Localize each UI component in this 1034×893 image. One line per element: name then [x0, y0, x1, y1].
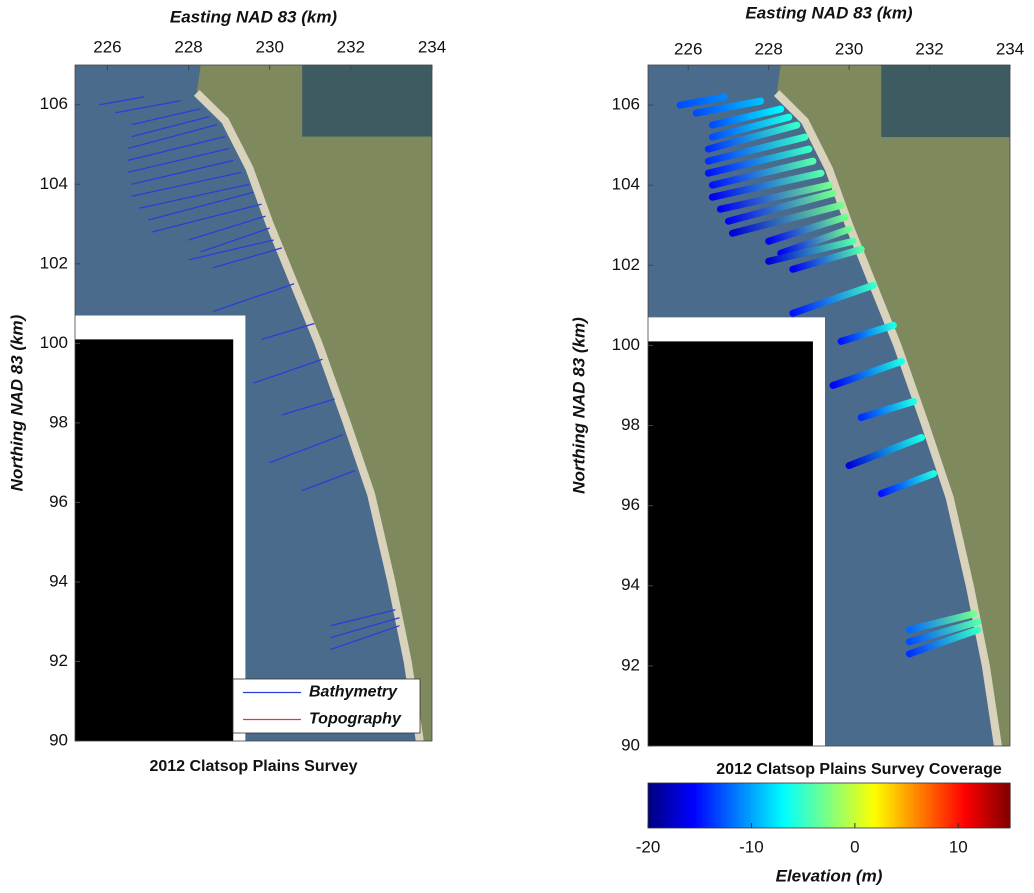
- estuary: [881, 65, 1010, 137]
- y-tick-label: 96: [621, 495, 640, 514]
- y-axis-title: Northing NAD 83 (km): [569, 317, 588, 494]
- colorbar-tick-label: -10: [739, 837, 764, 856]
- y-tick-label: 90: [621, 735, 640, 754]
- x-tick-label: 232: [915, 39, 943, 58]
- map-area: [75, 65, 432, 741]
- legend-label: Bathymetry: [309, 684, 398, 701]
- y-tick-label: 98: [49, 412, 68, 431]
- chart-title: 2012 Clatsop Plains Survey: [149, 758, 357, 775]
- y-tick-label: 100: [612, 335, 640, 354]
- x-axis-title: Easting NAD 83 (km): [745, 3, 913, 22]
- map-area: [648, 65, 1010, 746]
- colorbar-tick-label: 10: [949, 837, 968, 856]
- legend-label: Topography: [309, 711, 402, 728]
- y-tick-label: 92: [621, 655, 640, 674]
- y-tick-label: 92: [49, 651, 68, 670]
- colorbar-tick-label: 0: [850, 837, 859, 856]
- y-axis-title: Northing NAD 83 (km): [7, 314, 26, 491]
- x-tick-label: 230: [256, 37, 284, 56]
- x-tick-label: 226: [674, 39, 702, 58]
- x-tick-label: 230: [835, 39, 863, 58]
- chart-title: 2012 Clatsop Plains Survey Coverage: [716, 761, 1002, 778]
- y-tick-label: 102: [612, 255, 640, 274]
- y-tick-label: 106: [40, 94, 68, 113]
- x-tick-label: 232: [337, 37, 365, 56]
- no-data: [648, 341, 813, 746]
- x-tick-label: 228: [754, 39, 782, 58]
- y-tick-label: 90: [49, 730, 68, 749]
- estuary: [302, 65, 432, 137]
- y-tick-label: 98: [621, 415, 640, 434]
- y-tick-label: 104: [40, 174, 68, 193]
- y-tick-label: 102: [40, 253, 68, 272]
- y-tick-label: 94: [621, 575, 640, 594]
- y-tick-label: 96: [49, 492, 68, 511]
- no-data: [75, 339, 233, 741]
- x-tick-label: 226: [93, 37, 121, 56]
- x-axis-title: Easting NAD 83 (km): [170, 7, 338, 26]
- page: {"chart_data": [ {"type": "map", "title"…: [0, 0, 1034, 893]
- y-tick-label: 104: [612, 175, 640, 194]
- colorbar-title: Elevation (m): [776, 866, 883, 885]
- x-tick-label: 228: [174, 37, 202, 56]
- figure: 2262282302322349092949698100102104106Eas…: [0, 0, 1034, 893]
- y-tick-label: 106: [612, 95, 640, 114]
- x-tick-label: 234: [418, 37, 446, 56]
- x-tick-label: 234: [996, 39, 1024, 58]
- y-tick-label: 100: [40, 333, 68, 352]
- y-tick-label: 94: [49, 571, 68, 590]
- colorbar-tick-label: -20: [636, 837, 661, 856]
